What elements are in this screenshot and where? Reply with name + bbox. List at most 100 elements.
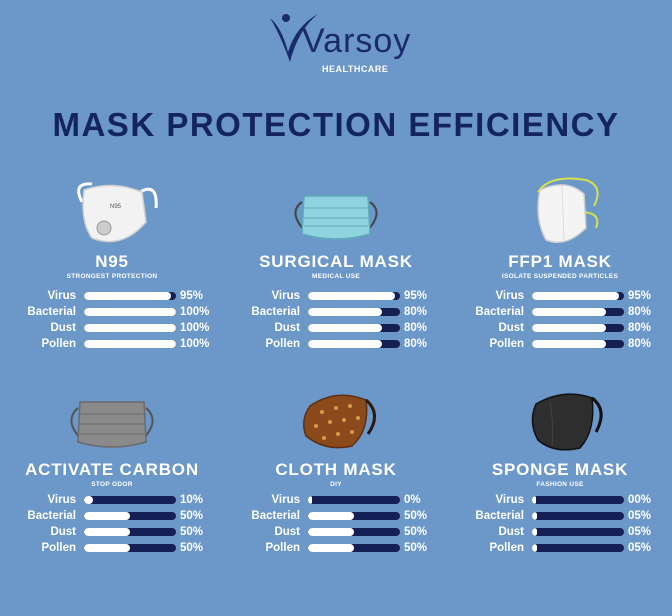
stat-value: 50% [180, 510, 204, 522]
stat-label: Bacterial [475, 306, 524, 318]
progress-bar [84, 308, 176, 316]
stat-label: Pollen [41, 338, 76, 350]
mask-subtitle: MEDICAL USE [312, 273, 360, 280]
stat-label: Dust [274, 322, 300, 334]
mask-name: SURGICAL MASK [259, 252, 413, 271]
mask-subtitle: ISOLATE SUSPENDED PARTICLES [501, 273, 619, 280]
progress-bar [532, 292, 624, 300]
mask-subtitle: FASHION USE [536, 481, 584, 488]
progress-fill [308, 324, 382, 332]
progress-fill [84, 324, 176, 332]
stat-label: Pollen [265, 338, 300, 350]
stat-row-bacterial: Bacterial 50% [224, 509, 448, 523]
carbon-mask-icon [70, 401, 154, 448]
progress-fill [308, 544, 354, 552]
stat-label: Pollen [489, 338, 524, 350]
progress-bar [532, 528, 624, 536]
stat-value: 50% [180, 526, 204, 538]
stat-row-pollen: Pollen 50% [224, 541, 448, 555]
stat-value: 80% [628, 322, 652, 334]
stat-label: Pollen [489, 542, 524, 554]
stat-value: 80% [628, 338, 652, 350]
progress-bar [308, 544, 400, 552]
stat-row-virus: Virus 95% [224, 289, 448, 303]
mask-card-ffp1: FFP1 MASK ISOLATE SUSPENDED PARTICLES Vi… [448, 172, 672, 372]
mask-card-n95: N95 N95 STRONGEST PROTECTION Virus 95% B… [0, 172, 224, 372]
stat-row-pollen: Pollen 80% [448, 337, 672, 351]
progress-bar [308, 340, 400, 348]
progress-bar [308, 324, 400, 332]
mask-card-activate-carbon: ACTIVATE CARBON STOP ODOR Virus 10% Bact… [0, 380, 224, 580]
progress-bar [308, 512, 400, 520]
stat-row-dust: Dust 50% [224, 525, 448, 539]
stat-label: Dust [498, 322, 524, 334]
stat-row-dust: Dust 80% [224, 321, 448, 335]
stat-label: Virus [271, 290, 300, 302]
progress-bar [84, 496, 176, 504]
stat-value: 10% [180, 494, 204, 506]
stat-value: 50% [404, 526, 428, 538]
mask-subtitle: STRONGEST PROTECTION [66, 273, 158, 280]
n95-mask-icon: N95 [77, 182, 158, 243]
progress-bar [308, 496, 400, 504]
brand-logo: Varsoy HEALTHCARE [262, 8, 422, 78]
stat-label: Virus [271, 494, 300, 506]
mask-name: SPONGE MASK [491, 460, 629, 479]
stat-row-bacterial: Bacterial 05% [448, 509, 672, 523]
page-title: MASK PROTECTION EFFICIENCY [52, 106, 620, 143]
stat-row-dust: Dust 05% [448, 525, 672, 539]
stat-label: Dust [498, 526, 524, 538]
stat-value: 100% [180, 306, 210, 318]
ffp1-mask-icon [537, 177, 599, 243]
stat-value: 50% [180, 542, 204, 554]
progress-fill [84, 308, 176, 316]
mask-subtitle: STOP ODOR [91, 481, 133, 488]
progress-bar [532, 512, 624, 520]
progress-fill [532, 308, 606, 316]
progress-fill [84, 340, 176, 348]
stat-value: 50% [404, 510, 428, 522]
stat-row-bacterial: Bacterial 50% [0, 509, 224, 523]
progress-bar [532, 340, 624, 348]
progress-fill [84, 292, 171, 300]
progress-bar [84, 292, 176, 300]
progress-fill [308, 528, 354, 536]
stat-value: 80% [628, 306, 652, 318]
brand-subtitle: HEALTHCARE [322, 64, 389, 74]
stat-label: Bacterial [27, 510, 76, 522]
stat-value: 50% [404, 542, 428, 554]
stat-label: Pollen [41, 542, 76, 554]
stat-value: 80% [404, 338, 428, 350]
progress-bar [84, 528, 176, 536]
stat-label: Virus [47, 290, 76, 302]
progress-bar [532, 308, 624, 316]
progress-fill [308, 496, 312, 504]
progress-fill [84, 512, 130, 520]
cloth-mask-icon [303, 394, 376, 449]
progress-fill [532, 528, 537, 536]
stat-label: Virus [47, 494, 76, 506]
svg-text:N95: N95 [110, 204, 122, 210]
stat-label: Bacterial [27, 306, 76, 318]
stat-row-bacterial: Bacterial 80% [448, 305, 672, 319]
stat-label: Bacterial [251, 306, 300, 318]
surgical-mask-icon [294, 195, 378, 240]
progress-fill [84, 496, 93, 504]
stat-value: 80% [404, 322, 428, 334]
brand-name: Varsoy [302, 22, 412, 60]
mask-name: FFP1 MASK [508, 252, 612, 271]
progress-fill [308, 340, 382, 348]
stat-label: Bacterial [251, 510, 300, 522]
stat-value: 95% [628, 290, 652, 302]
stat-label: Dust [50, 526, 76, 538]
progress-fill [532, 512, 537, 520]
stat-label: Virus [495, 494, 524, 506]
stat-row-dust: Dust 80% [448, 321, 672, 335]
stat-value: 95% [180, 290, 204, 302]
mask-card-cloth: CLOTH MASK DIY Virus 0% Bacterial 50% Du… [224, 380, 448, 580]
progress-bar [84, 544, 176, 552]
stat-value: 05% [628, 526, 652, 538]
progress-fill [308, 512, 354, 520]
stat-row-dust: Dust 100% [0, 321, 224, 335]
mask-name: N95 [95, 252, 129, 271]
